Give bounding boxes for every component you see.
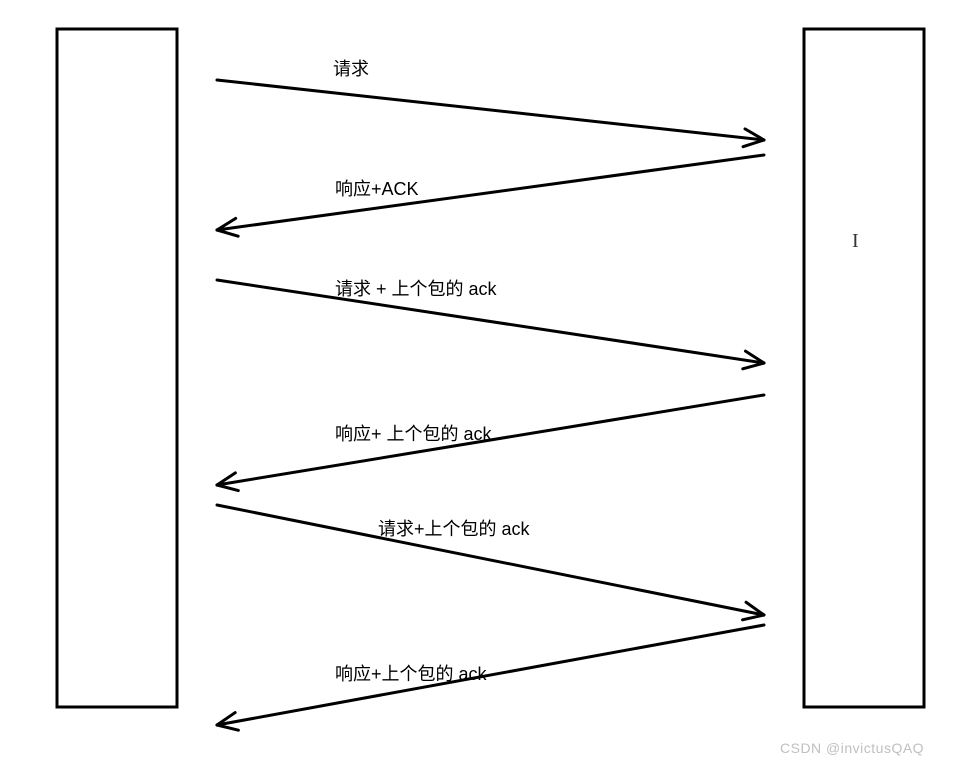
message-label: 响应+ 上个包的 ack <box>335 420 492 446</box>
watermark-text: CSDN @invictusQAQ <box>780 740 924 756</box>
message-label: 请求 + 上个包的 ack <box>335 275 497 301</box>
message-label: 响应+上个包的 ack <box>335 660 487 686</box>
message-label: 请求+上个包的 ack <box>378 515 530 541</box>
message-label: 请求 <box>333 55 369 81</box>
text-cursor: I <box>852 230 859 253</box>
sequence-diagram <box>0 0 971 765</box>
message-label: 响应+ACK <box>335 175 419 201</box>
